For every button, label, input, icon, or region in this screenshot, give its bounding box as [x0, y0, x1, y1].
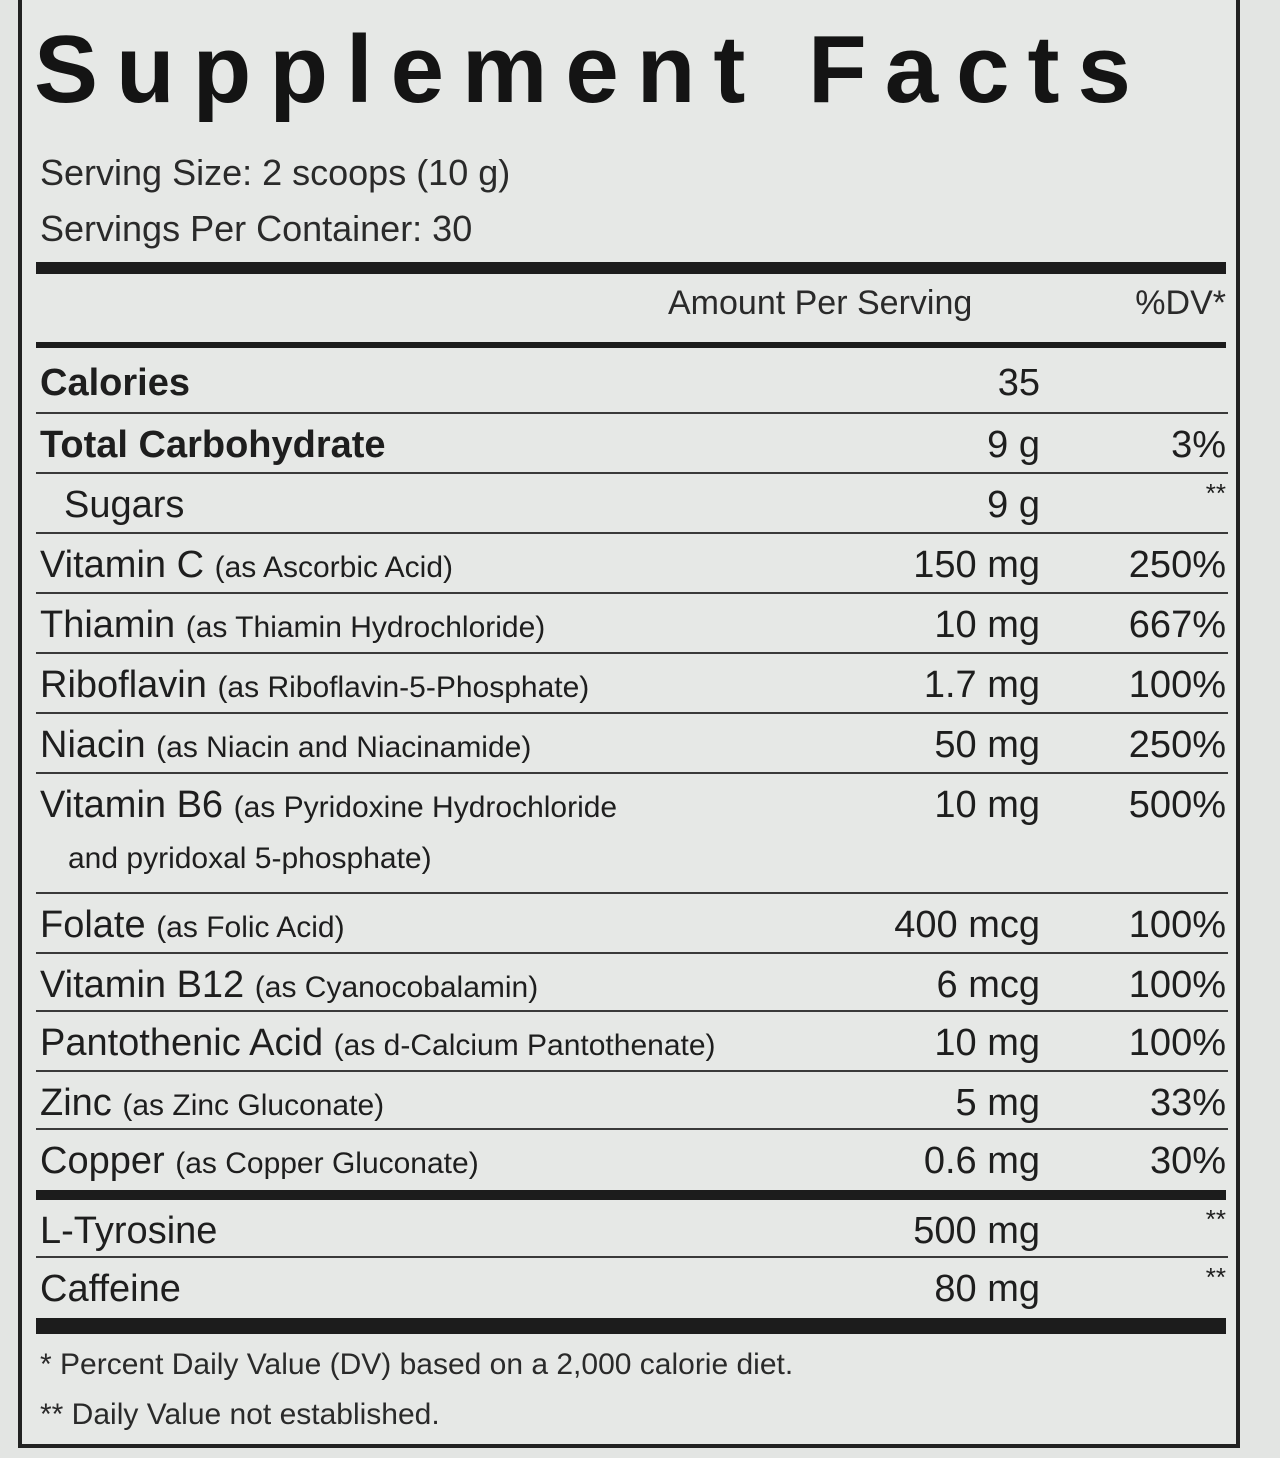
nutrient-name: L-Tyrosine	[40, 1210, 217, 1253]
nutrient-row: Pantothenic Acid (as d-Calcium Pantothen…	[36, 1012, 1228, 1072]
nutrient-label: Vitamin B6	[40, 784, 224, 826]
dv-header: %DV*	[1135, 284, 1226, 322]
nutrient-row: Vitamin C (as Ascorbic Acid) 150 mg 250%	[36, 534, 1228, 594]
nutrient-amount: 0.6 mg	[923, 1140, 1040, 1182]
nutrient-dv: **	[1205, 1262, 1226, 1292]
nutrient-label: Niacin	[40, 724, 146, 766]
nutrient-row: Zinc (as Zinc Gluconate) 5 mg 33%	[36, 1072, 1228, 1130]
nutrient-label: Total Carbohydrate	[40, 424, 386, 466]
nutrient-label: Sugars	[64, 484, 185, 526]
nutrient-source: (as Niacin and Niacinamide)	[156, 731, 532, 764]
nutrient-amount: 10 mg	[934, 604, 1040, 646]
nutrient-dv: 250%	[1128, 724, 1226, 766]
nutrient-name: Calories	[40, 362, 190, 405]
nutrient-label: Calories	[40, 362, 190, 404]
nutrient-amount: 50 mg	[934, 724, 1040, 766]
nutrient-amount: 9 g	[987, 484, 1040, 526]
nutrient-name: Folate (as Folic Acid)	[40, 904, 345, 947]
nutrient-label: Copper	[40, 1140, 165, 1182]
supplement-facts-panel	[18, 0, 1240, 1448]
nutrient-source: (as Pyridoxine Hydrochloride	[233, 791, 618, 824]
nutrient-source: (as d-Calcium Pantothenate)	[333, 1029, 716, 1062]
nutrient-name: Sugars	[64, 484, 184, 527]
nutrient-dv: **	[1205, 478, 1226, 508]
nutrient-source: (as Cyanocobalamin)	[254, 971, 539, 1004]
nutrient-label: Caffeine	[40, 1268, 181, 1310]
amount-header: Amount Per Serving	[668, 284, 973, 322]
nutrient-amount: 9 g	[987, 424, 1040, 466]
nutrient-source: (as Ascorbic Acid)	[214, 551, 454, 584]
nutrient-label: Vitamin C	[40, 544, 205, 586]
nutrient-dv: **	[1205, 1204, 1226, 1234]
nutrient-amount: 10 mg	[934, 1022, 1040, 1064]
nutrient-amount: 35	[997, 362, 1040, 404]
nutrient-dv: 500%	[1128, 784, 1226, 826]
nutrient-source: (as Zinc Gluconate)	[122, 1089, 385, 1122]
footnote-not-established: ** Daily Value not established.	[40, 1398, 440, 1431]
nutrient-name: Copper (as Copper Gluconate)	[40, 1140, 479, 1183]
footnote-dv: * Percent Daily Value (DV) based on a 2,…	[40, 1348, 794, 1381]
divider-thick	[36, 1190, 1226, 1200]
servings-per-container: Servings Per Container: 30	[40, 208, 473, 249]
nutrient-row: Vitamin B12 (as Cyanocobalamin) 6 mcg 100%	[36, 954, 1228, 1012]
nutrient-name: Total Carbohydrate	[40, 424, 386, 467]
nutrient-row: Riboflavin (as Riboflavin-5-Phosphate) 1.…	[36, 654, 1228, 714]
nutrient-name: Vitamin C (as Ascorbic Acid)	[40, 544, 453, 587]
nutrient-amount: 6 mcg	[936, 964, 1040, 1006]
nutrient-dv: 100%	[1128, 664, 1226, 706]
nutrient-row: Caffeine 80 mg **	[36, 1258, 1228, 1316]
nutrient-row: Sugars 9 g **	[36, 474, 1228, 534]
nutrient-label: Pantothenic Acid	[40, 1022, 324, 1064]
nutrient-row: L-Tyrosine 500 mg **	[36, 1200, 1228, 1258]
nutrient-row: Vitamin B6 (as Pyridoxine Hydrochloride a…	[36, 774, 1228, 894]
divider-medium	[36, 342, 1226, 348]
nutrient-name: Riboflavin (as Riboflavin-5-Phosphate)	[40, 664, 589, 707]
nutrient-source: (as Thiamin Hydrochloride)	[185, 611, 546, 644]
nutrient-dv: 100%	[1128, 1022, 1226, 1064]
nutrient-row: Thiamin (as Thiamin Hydrochloride) 10 mg 6…	[36, 594, 1228, 654]
nutrient-name: Niacin (as Niacin and Niacinamide)	[40, 724, 531, 767]
serving-size: Serving Size: 2 scoops (10 g)	[40, 152, 511, 193]
nutrient-amount: 1.7 mg	[923, 664, 1040, 706]
nutrient-row: Total Carbohydrate 9 g 3%	[36, 414, 1228, 474]
nutrient-amount: 10 mg	[934, 784, 1040, 826]
nutrient-label: L-Tyrosine	[40, 1210, 218, 1252]
nutrient-source-cont: and pyridoxal 5-phosphate)	[68, 842, 432, 875]
nutrient-amount: 80 mg	[934, 1268, 1040, 1310]
nutrient-name: Thiamin (as Thiamin Hydrochloride)	[40, 604, 545, 647]
nutrient-amount: 500 mg	[913, 1210, 1040, 1252]
nutrient-name: Zinc (as Zinc Gluconate)	[40, 1082, 384, 1125]
nutrient-name: Vitamin B12 (as Cyanocobalamin)	[40, 964, 538, 1007]
nutrient-dv: 100%	[1128, 964, 1226, 1006]
label-title: Supplement Facts	[34, 16, 1149, 123]
nutrient-row: Folate (as Folic Acid) 400 mcg 100%	[36, 894, 1228, 954]
nutrient-label: Folate	[40, 904, 146, 946]
nutrient-label: Zinc	[40, 1082, 112, 1124]
nutrient-dv: 30%	[1149, 1140, 1226, 1182]
nutrient-dv: 3%	[1171, 424, 1226, 466]
nutrient-name: Vitamin B6 (as Pyridoxine Hydrochloride	[40, 784, 617, 827]
nutrient-source: (as Riboflavin-5-Phosphate)	[217, 671, 590, 704]
nutrient-name: Caffeine	[40, 1268, 181, 1311]
nutrient-amount: 400 mcg	[894, 904, 1040, 946]
nutrient-amount: 5 mg	[955, 1082, 1040, 1124]
nutrient-dv: 33%	[1149, 1082, 1226, 1124]
nutrient-dv: 667%	[1128, 604, 1226, 646]
divider-thick	[36, 262, 1226, 274]
nutrient-row: Niacin (as Niacin and Niacinamide) 50 mg 2…	[36, 714, 1228, 774]
nutrient-dv: 250%	[1128, 544, 1226, 586]
nutrient-row: Copper (as Copper Gluconate) 0.6 mg 30%	[36, 1130, 1228, 1192]
nutrient-source: (as Folic Acid)	[156, 911, 345, 944]
nutrient-label: Vitamin B12	[40, 964, 245, 1006]
nutrient-source: (as Copper Gluconate)	[175, 1147, 479, 1180]
nutrient-label: Riboflavin	[40, 664, 207, 706]
nutrient-name: Pantothenic Acid (as d-Calcium Pantothen…	[40, 1022, 716, 1065]
nutrient-amount: 150 mg	[913, 544, 1040, 586]
nutrient-dv: 100%	[1128, 904, 1226, 946]
nutrient-row: Calories 35	[36, 352, 1228, 414]
divider-thick	[36, 1318, 1226, 1334]
nutrient-label: Thiamin	[40, 604, 176, 646]
